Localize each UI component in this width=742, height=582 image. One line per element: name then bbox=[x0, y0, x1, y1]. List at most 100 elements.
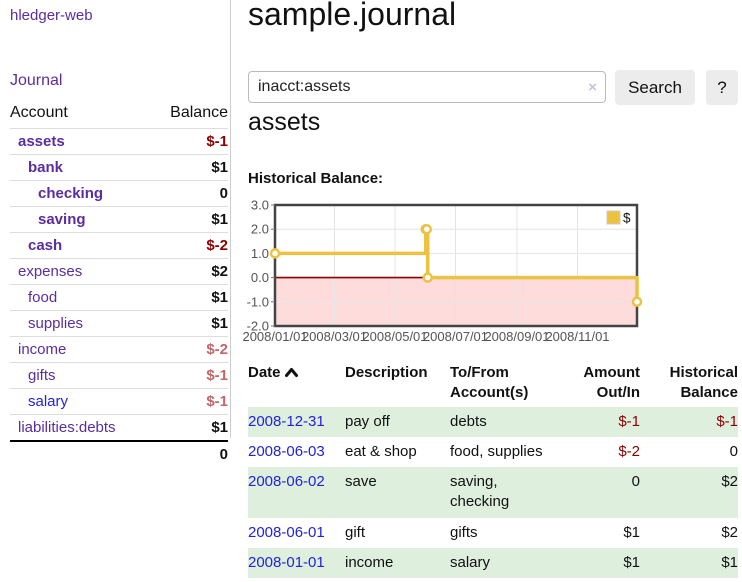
account-total-value: 0 bbox=[150, 440, 228, 467]
amount-column-header: Amount Out/In bbox=[583, 364, 640, 402]
date-column-header[interactable]: Date bbox=[248, 360, 345, 407]
transaction-description: pay off bbox=[345, 406, 450, 437]
transaction-amount: $1 bbox=[623, 523, 640, 541]
chart-label: Historical Balance: bbox=[248, 170, 384, 187]
account-balance: $-1 bbox=[150, 362, 228, 389]
x-axis-tick-label: 2008/11/01 bbox=[545, 329, 609, 344]
accounts-column-header: To/From Account(s) bbox=[450, 364, 529, 402]
register-row: 2008-06-02 save saving, checking 0 $2 bbox=[248, 467, 738, 518]
account-link[interactable]: assets bbox=[18, 133, 65, 150]
account-row: salary $-1 bbox=[10, 388, 228, 415]
y-axis-tick-label: 1.0 bbox=[251, 246, 269, 261]
account-row: cash $-2 bbox=[10, 232, 228, 259]
account-row: saving $1 bbox=[10, 206, 228, 233]
transaction-amount: 0 bbox=[562, 467, 640, 518]
account-link[interactable]: income bbox=[18, 341, 67, 358]
transaction-balance: $2 bbox=[640, 467, 738, 518]
account-link[interactable]: cash bbox=[28, 237, 63, 254]
transaction-accounts: saving, checking bbox=[450, 467, 562, 518]
transaction-date-link[interactable]: 2008-06-01 bbox=[248, 523, 325, 541]
x-axis-tick-label: 2008/07/01 bbox=[423, 329, 488, 344]
clear-search-icon[interactable]: × bbox=[588, 79, 597, 96]
transaction-accounts: gifts bbox=[450, 523, 478, 541]
main-content: sample.journal × Search ? assets Histori… bbox=[242, 0, 742, 582]
account-balance: $1 bbox=[150, 206, 228, 233]
account-row: assets $-1 bbox=[10, 128, 228, 155]
transaction-date-link[interactable]: 2008-01-01 bbox=[248, 553, 325, 571]
transaction-date-link[interactable]: 2008-06-03 bbox=[248, 442, 325, 460]
register-row: 2008-06-03 eat & shop food, supplies $-2 0 bbox=[248, 437, 738, 467]
chart-canvas: 3.0 2.0 1.0 0.0 -1.0 -2.02008/01/012008/03/01… bbox=[242, 198, 643, 344]
help-button[interactable]: ? bbox=[706, 70, 738, 105]
register-row: 2008-12-31 pay off debts $-1 $-1 bbox=[248, 406, 738, 437]
transaction-description: eat & shop bbox=[345, 442, 417, 460]
legend-label: $ bbox=[623, 211, 631, 226]
data-point-marker[interactable] bbox=[269, 248, 281, 259]
account-balance: $1 bbox=[150, 414, 228, 441]
search-box: × bbox=[248, 71, 606, 103]
register-header-row: Date Description To/From Account(s) Amou… bbox=[248, 360, 738, 407]
balance-column-header-register: Historical Balance bbox=[669, 364, 738, 402]
legend-swatch bbox=[606, 210, 621, 225]
register-row: 2008-01-01 income salary $1 $1 bbox=[248, 547, 738, 578]
transaction-amount: $-2 bbox=[618, 442, 640, 460]
account-balance: $-1 bbox=[150, 388, 228, 415]
plot-border bbox=[273, 203, 639, 328]
account-row: food $1 bbox=[10, 284, 228, 311]
account-row: bank $1 bbox=[10, 154, 228, 181]
account-row: liabilities:debts $1 bbox=[10, 414, 228, 441]
account-link[interactable]: salary bbox=[28, 393, 69, 410]
account-link[interactable]: saving bbox=[38, 211, 86, 228]
transaction-date-link[interactable]: 2008-06-02 bbox=[248, 473, 325, 490]
transaction-balance: $2 bbox=[721, 523, 738, 541]
x-axis-tick-label: 2008/05/01 bbox=[362, 329, 427, 344]
account-link[interactable]: expenses bbox=[18, 263, 83, 280]
transaction-description: save bbox=[345, 467, 450, 518]
account-table-body: assets $-1 bank $1 checking 0 saving $1 cash $-2 e… bbox=[10, 128, 228, 441]
y-axis-tick-label: 3.0 bbox=[251, 198, 269, 213]
account-total-row: 0 bbox=[10, 440, 228, 467]
account-link[interactable]: checking bbox=[38, 185, 104, 202]
app-title-link[interactable]: hledger-web bbox=[10, 7, 93, 24]
account-balance-table: Account Balance assets $-1 bank $1 checking 0… bbox=[10, 100, 228, 467]
account-heading: assets bbox=[248, 108, 321, 136]
account-link[interactable]: bank bbox=[28, 159, 64, 176]
account-link[interactable]: gifts bbox=[28, 367, 56, 384]
x-axis-tick-label: 2008/01/01 bbox=[242, 329, 307, 344]
search-button[interactable]: Search bbox=[615, 70, 695, 105]
account-row: expenses $2 bbox=[10, 258, 228, 285]
search-input[interactable] bbox=[249, 72, 605, 102]
data-point-marker[interactable] bbox=[422, 272, 433, 283]
y-axis-tick-label: -2.0 bbox=[247, 319, 269, 334]
data-point-marker[interactable] bbox=[421, 223, 432, 235]
register-row: 2008-06-01 gift gifts $1 $2 bbox=[248, 518, 738, 548]
account-row: gifts $-1 bbox=[10, 362, 228, 389]
account-balance: $1 bbox=[150, 310, 228, 337]
transaction-description: gift bbox=[345, 523, 366, 541]
transaction-amount: $1 bbox=[562, 547, 640, 578]
account-row: supplies $1 bbox=[10, 310, 228, 337]
balance-column-header: Balance bbox=[170, 104, 228, 121]
transaction-amount: $-1 bbox=[562, 406, 640, 437]
data-point-marker[interactable] bbox=[631, 296, 643, 308]
transaction-balance: 0 bbox=[729, 442, 738, 460]
search-row: × Search ? bbox=[248, 70, 742, 106]
transaction-accounts: salary bbox=[450, 547, 562, 578]
account-balance: $1 bbox=[150, 284, 228, 311]
historical-balance-chart: 3.0 2.0 1.0 0.0 -1.0 -2.0 2008/01/01 2008/03/01… bbox=[242, 198, 742, 350]
account-balance: 0 bbox=[150, 180, 228, 207]
account-link[interactable]: supplies bbox=[28, 315, 84, 332]
transaction-balance: $1 bbox=[640, 547, 738, 578]
transaction-date-link[interactable]: 2008-12-31 bbox=[248, 412, 325, 430]
transaction-accounts: debts bbox=[450, 406, 562, 437]
account-balance: $-1 bbox=[150, 128, 228, 155]
description-column-header: Description bbox=[345, 364, 428, 381]
sidebar-item-journal[interactable]: Journal bbox=[10, 72, 63, 89]
account-column-header: Account bbox=[10, 104, 68, 121]
account-link[interactable]: food bbox=[28, 289, 58, 306]
y-axis-tick-label: -1.0 bbox=[247, 294, 269, 309]
sort-ascending-icon bbox=[284, 364, 298, 384]
y-axis-tick-label: 2.0 bbox=[251, 222, 269, 237]
transaction-balance: $-1 bbox=[640, 406, 738, 437]
account-link[interactable]: liabilities:debts bbox=[18, 419, 116, 436]
